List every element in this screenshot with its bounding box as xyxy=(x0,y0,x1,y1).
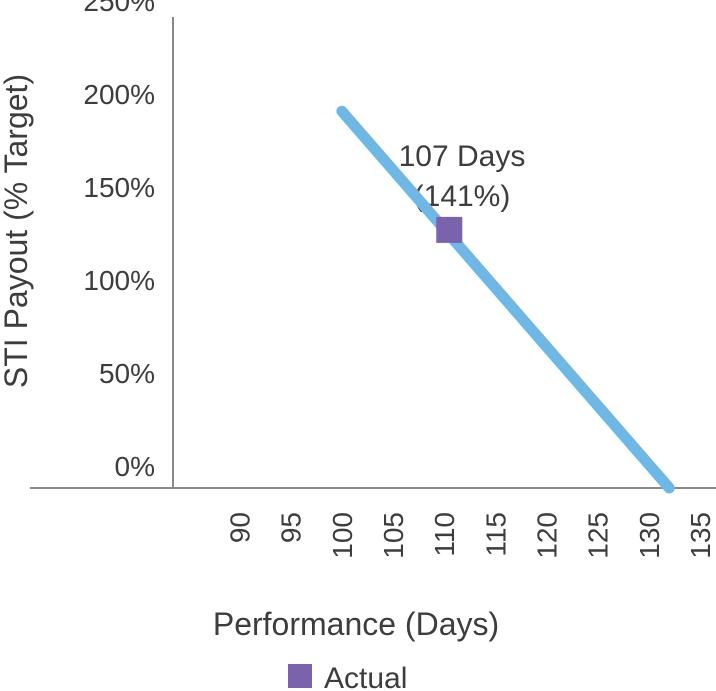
x-tick-label: 120 xyxy=(532,512,563,559)
x-tick-label: 115 xyxy=(480,512,511,557)
x-axis-title: Performance (Days) xyxy=(213,606,499,642)
x-tick-label: 110 xyxy=(429,512,460,557)
y-tick-label: 250% xyxy=(83,0,155,17)
x-tick-label: 100 xyxy=(327,512,358,559)
x-tick-label: 135 xyxy=(685,512,716,559)
y-tick-label: 200% xyxy=(83,79,155,110)
y-tick-label: 100% xyxy=(83,265,155,296)
y-tick-label: 0% xyxy=(115,451,155,482)
legend-swatch-actual xyxy=(288,664,312,688)
x-tick-label: 95 xyxy=(276,512,307,543)
y-tick-label: 150% xyxy=(83,172,155,203)
x-tick-label: 90 xyxy=(225,512,256,543)
actual-marker xyxy=(436,216,463,243)
payout-line xyxy=(336,105,675,494)
x-tick-label: 130 xyxy=(634,512,665,559)
y-axis-title: STI Payout (% Target) xyxy=(0,74,34,388)
legend-label-actual: Actual xyxy=(324,662,407,691)
x-tick-label: 105 xyxy=(378,512,409,559)
actual-annotation-days: 107 Days xyxy=(399,140,526,173)
x-tick-label: 125 xyxy=(583,512,614,559)
y-tick-label: 50% xyxy=(99,358,155,389)
